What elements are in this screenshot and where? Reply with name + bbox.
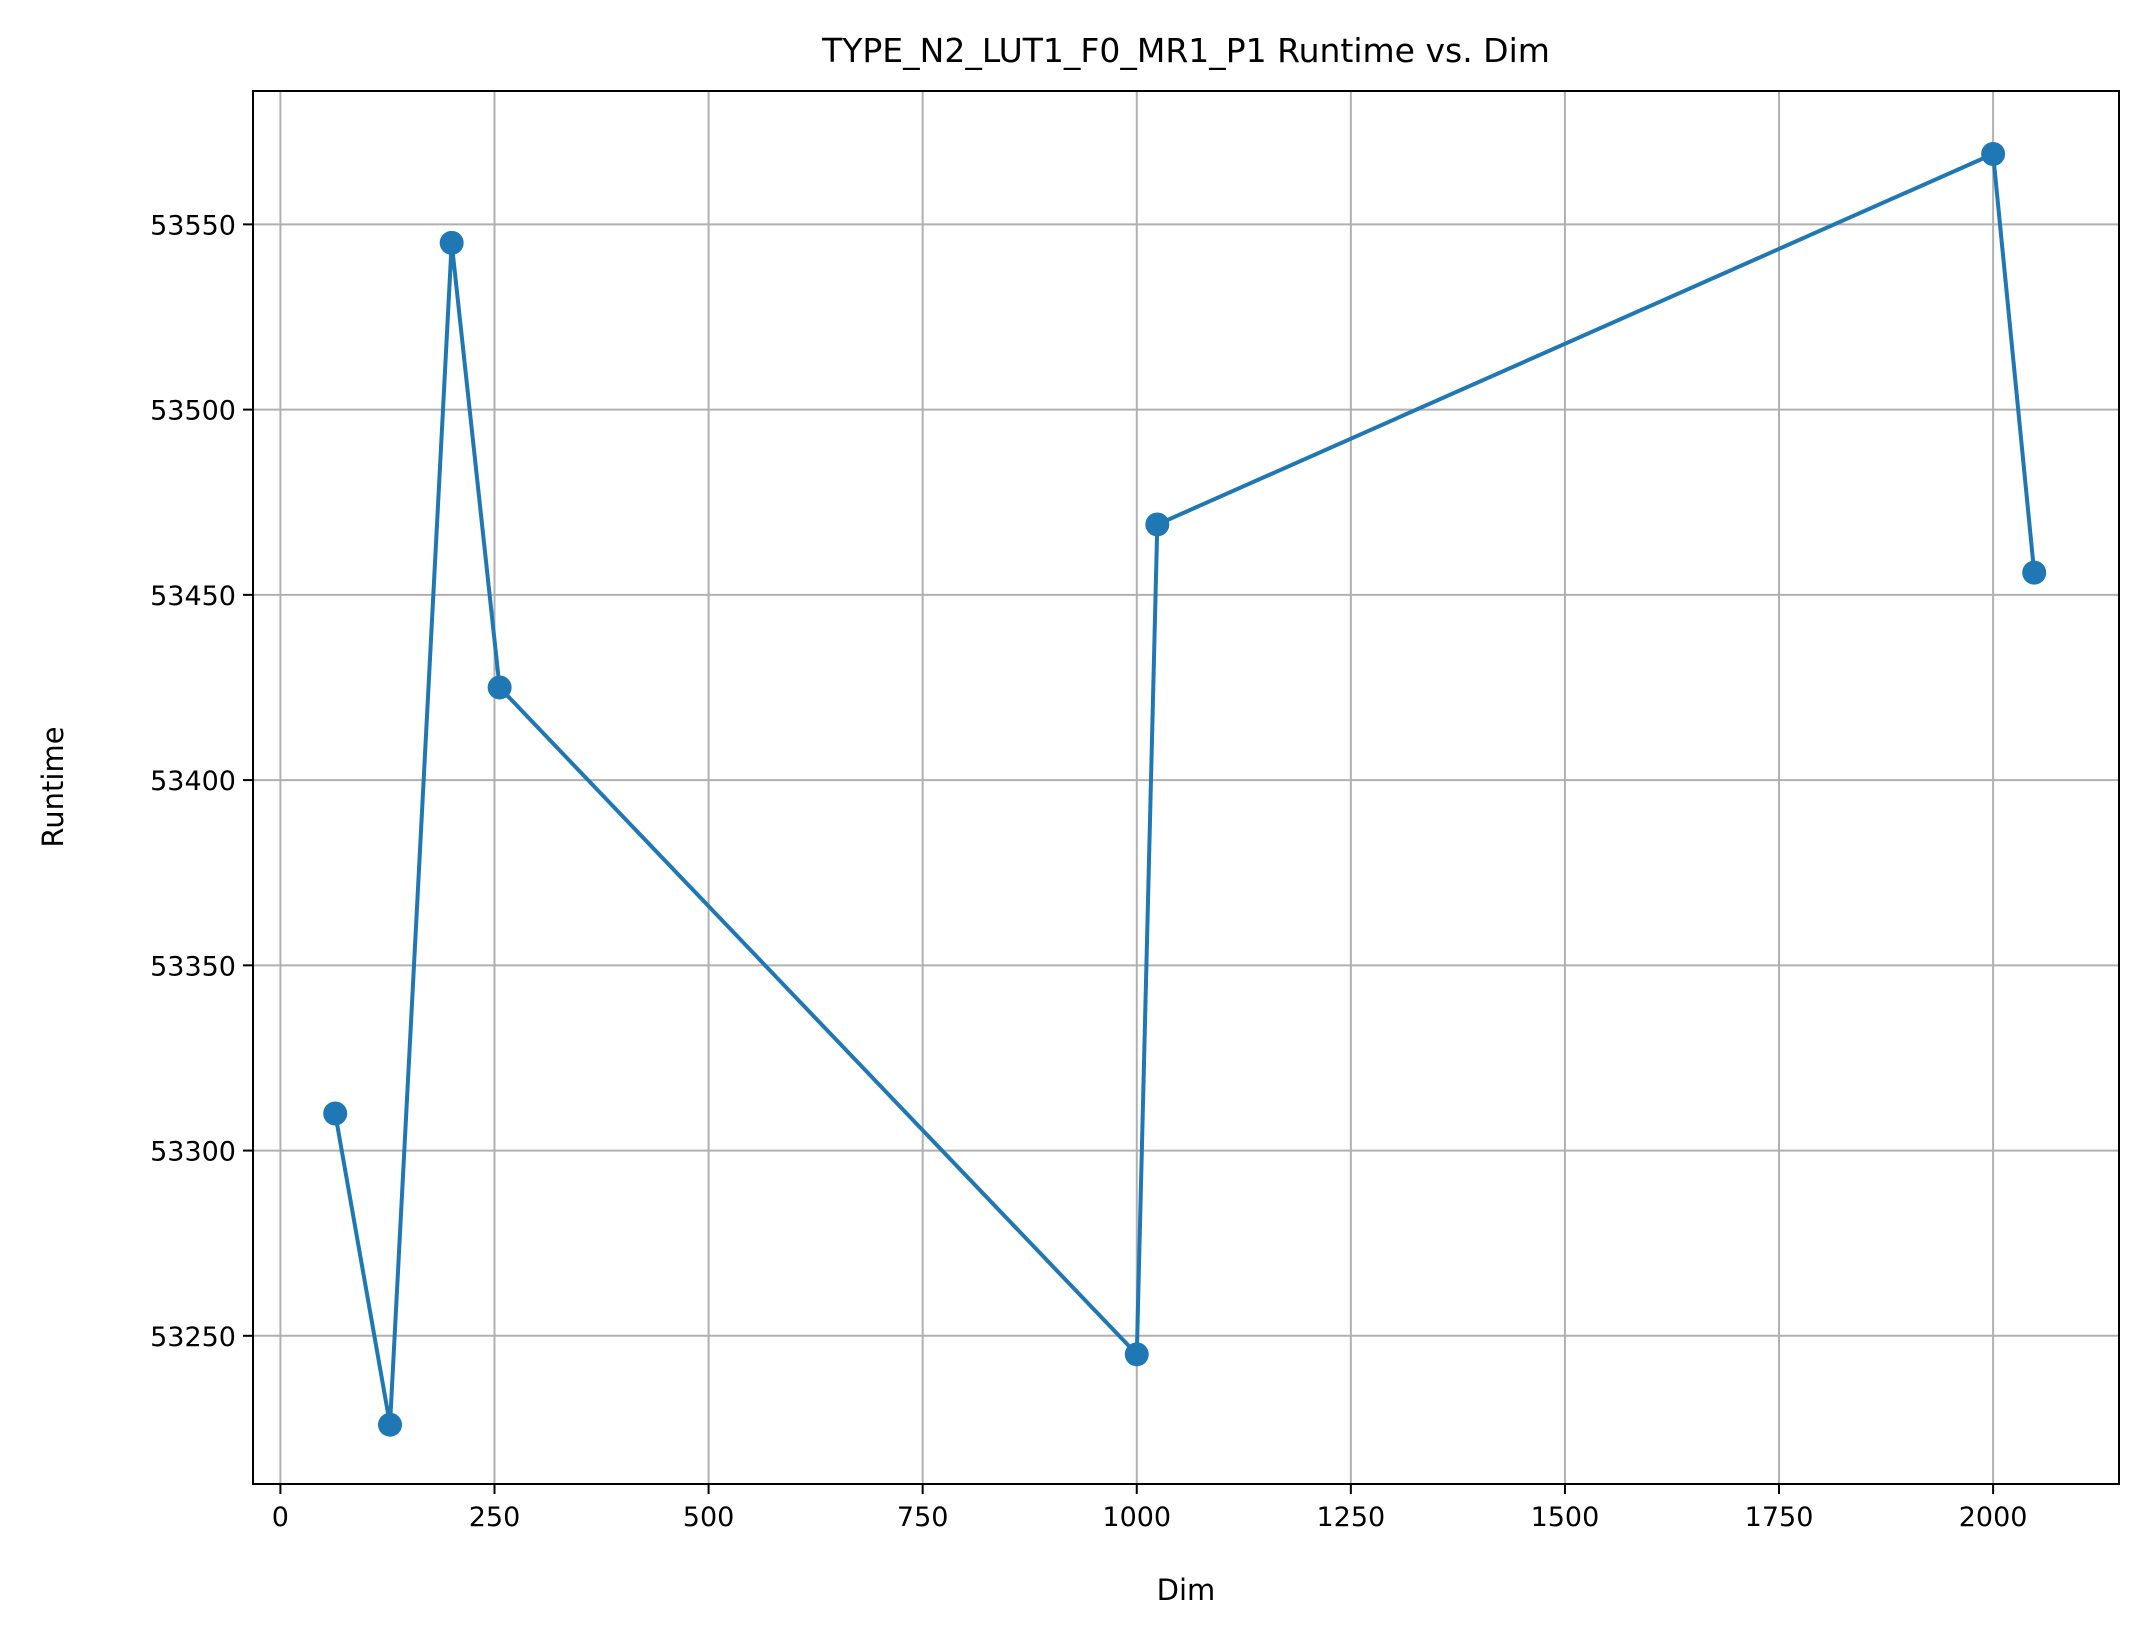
data-point [2022,560,2047,585]
y-tick-label: 53350 [150,951,236,982]
grid-lines [253,91,2119,1484]
x-tick-label: 0 [272,1502,289,1533]
x-tick-label: 750 [897,1502,949,1533]
chart-title: TYPE_N2_LUT1_F0_MR1_P1 Runtime vs. Dim [821,31,1550,70]
plot-series [323,141,2047,1437]
data-point [323,1101,348,1126]
data-point [1145,512,1170,537]
y-tick-label: 53250 [150,1322,236,1353]
data-point [487,675,512,700]
x-axis-label: Dim [1157,1573,1216,1607]
axis-ticks: 0 250 500 750 1000 1250 1500 1750 2000 53250 53300… [150,210,2027,1533]
data-point [1981,141,2006,166]
y-tick-label: 53500 [150,396,236,427]
y-tick-label: 53400 [150,766,236,797]
x-tick-label: 500 [683,1502,735,1533]
x-tick-label: 2000 [1959,1502,2028,1533]
y-tick-label: 53550 [150,210,236,241]
y-axis-label: Runtime [36,726,70,847]
x-tick-label: 1000 [1102,1502,1171,1533]
data-point [1124,1342,1149,1367]
y-tick-label: 53300 [150,1137,236,1168]
data-point [378,1412,403,1437]
y-tick-label: 53450 [150,581,236,612]
data-point [439,230,464,255]
series-line [333,152,2037,1427]
x-tick-label: 1750 [1745,1502,1814,1533]
x-tick-label: 1250 [1316,1502,1385,1533]
x-tick-label: 250 [469,1502,521,1533]
x-tick-label: 1500 [1531,1502,1600,1533]
plot-area-frame [252,90,2120,1485]
